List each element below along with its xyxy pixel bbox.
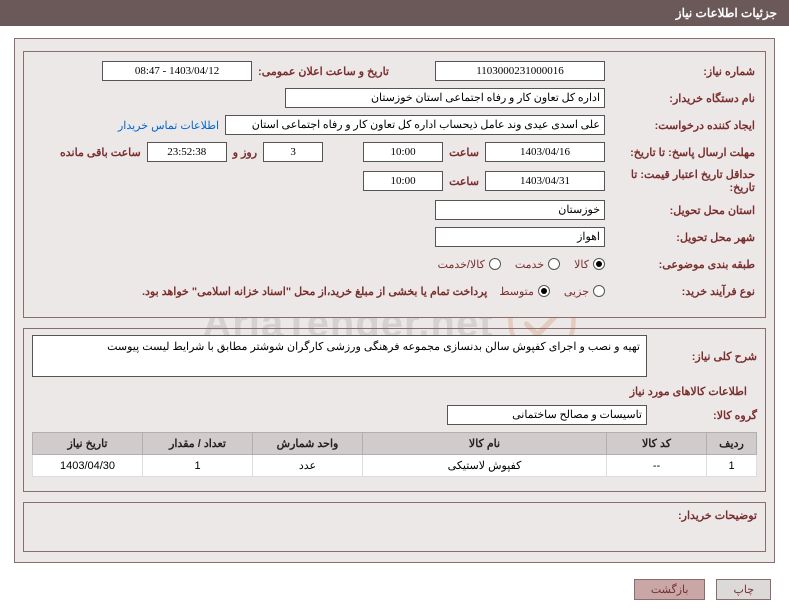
value-remain-clock: 23:52:38 [147, 142, 227, 162]
label-hour1: ساعت [443, 146, 485, 159]
contact-link[interactable]: اطلاعات تماس خریدار [118, 119, 219, 132]
radio-option[interactable]: خدمت [515, 258, 560, 271]
details-box: شماره نیاز: 1103000231000016 تاریخ و ساع… [23, 51, 766, 318]
label-hour2: ساعت [443, 175, 485, 188]
back-button[interactable]: بازگشت [634, 579, 706, 600]
value-deadline-time: 10:00 [363, 142, 443, 162]
table-row: 1--کفپوش لاستیکیعدد11403/04/30 [33, 455, 757, 477]
th-date: تاریخ نیاز [33, 433, 143, 455]
th-row: ردیف [707, 433, 757, 455]
value-requester: علی اسدی عیدی وند عامل ذیحساب اداره کل ت… [225, 115, 605, 135]
radio-option[interactable]: متوسط [499, 285, 550, 298]
label-buy-type: نوع فرآیند خرید: [605, 285, 755, 298]
notes-section: توضیحات خریدار: [23, 502, 766, 552]
radio-group-type: جزیی متوسط [499, 285, 605, 298]
th-qty: تعداد / مقدار [143, 433, 253, 455]
value-deadline-date: 1403/04/16 [485, 142, 605, 162]
label-announce: تاریخ و ساعت اعلان عمومی: [252, 65, 395, 78]
label-remain: ساعت باقی مانده [54, 146, 147, 159]
value-announce: 1403/04/12 - 08:47 [102, 61, 252, 81]
label-subject-cat: طبقه بندی موضوعی: [605, 258, 755, 271]
main-panel: AriaTender.net شماره نیاز: 1103000231000… [14, 38, 775, 563]
value-desc: تهیه و نصب و اجرای کفپوش سالن بدنسازی مج… [32, 335, 647, 377]
label-buyer-notes: توضیحات خریدار: [672, 509, 757, 522]
label-requester: ایجاد کننده درخواست: [605, 119, 755, 132]
th-name: نام کالا [363, 433, 607, 455]
items-title: اطلاعات کالاهای مورد نیاز [32, 385, 747, 398]
print-button[interactable]: چاپ [716, 579, 771, 600]
label-desc: شرح کلی نیاز: [647, 350, 757, 363]
radio-option[interactable]: کالا/خدمت [438, 258, 501, 271]
value-valid-date: 1403/04/31 [485, 171, 605, 191]
value-goods-group: تاسیسات و مصالح ساختمانی [447, 405, 647, 425]
value-req-no: 1103000231000016 [435, 61, 605, 81]
items-table: ردیف کد کالا نام کالا واحد شمارش تعداد /… [32, 432, 757, 477]
label-valid: حداقل تاریخ اعتبار قیمت: تا تاریخ: [605, 168, 755, 194]
radio-group-category: کالا خدمت کالا/خدمت [438, 258, 605, 271]
label-req-no: شماره نیاز: [605, 65, 755, 78]
label-province: استان محل تحویل: [605, 204, 755, 217]
payment-note: پرداخت تمام یا بخشی از مبلغ خرید،از محل … [142, 285, 487, 298]
th-unit: واحد شمارش [253, 433, 363, 455]
value-remain-days: 3 [263, 142, 323, 162]
th-code: کد کالا [607, 433, 707, 455]
footer-buttons: چاپ بازگشت [0, 571, 789, 614]
desc-section: شرح کلی نیاز: تهیه و نصب و اجرای کفپوش س… [23, 328, 766, 492]
value-city: اهواز [435, 227, 605, 247]
radio-option[interactable]: کالا [574, 258, 605, 271]
label-city: شهر محل تحویل: [605, 231, 755, 244]
title-bar: جزئیات اطلاعات نیاز [0, 0, 789, 26]
label-days-and: روز و [227, 146, 263, 159]
radio-option[interactable]: جزیی [564, 285, 605, 298]
label-goods-group: گروه کالا: [647, 409, 757, 422]
value-province: خوزستان [435, 200, 605, 220]
label-deadline: مهلت ارسال پاسخ: تا تاریخ: [605, 146, 755, 159]
value-valid-time: 10:00 [363, 171, 443, 191]
value-buyer-org: اداره کل تعاون کار و رفاه اجتماعی استان … [285, 88, 605, 108]
label-buyer-org: نام دستگاه خریدار: [605, 92, 755, 105]
